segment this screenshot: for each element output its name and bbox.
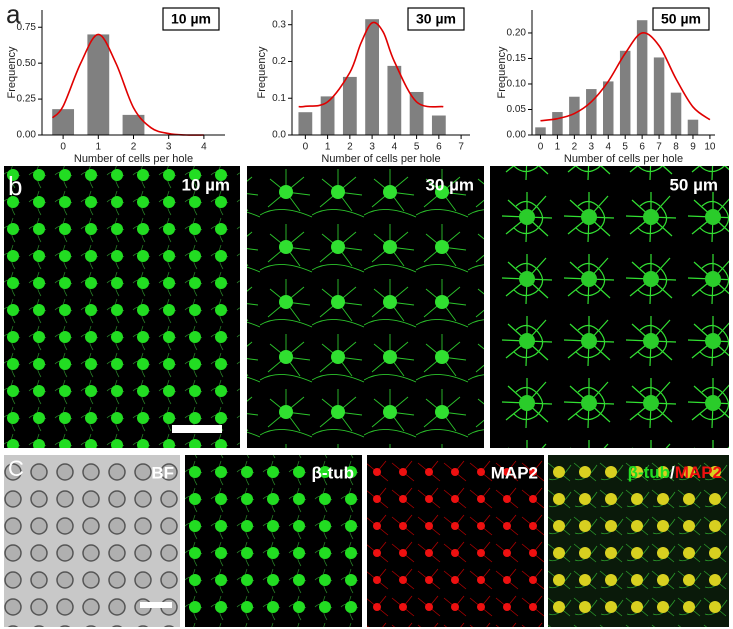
fit-curve bbox=[540, 32, 711, 122]
y-axis-label: Frequency bbox=[6, 46, 18, 98]
x-tick-label: 3 bbox=[166, 142, 172, 153]
y-tick-label: 0.00 bbox=[17, 130, 37, 141]
bar bbox=[409, 91, 424, 135]
x-tick-label: 7 bbox=[458, 142, 464, 153]
x-tick-label: 1 bbox=[96, 142, 102, 153]
x-tick-label: 2 bbox=[572, 142, 578, 153]
bar bbox=[619, 50, 631, 135]
bar bbox=[586, 89, 597, 135]
bar bbox=[602, 81, 614, 135]
x-tick-label: 5 bbox=[622, 142, 628, 153]
panel-label: C bbox=[8, 456, 24, 481]
x-axis-label: Number of cells per hole bbox=[74, 153, 193, 165]
x-axis-label: Number of cells per hole bbox=[321, 153, 440, 165]
x-tick-label: 6 bbox=[639, 142, 645, 153]
label-part: / bbox=[670, 463, 675, 482]
bar bbox=[387, 65, 402, 135]
bar bbox=[670, 92, 682, 135]
y-tick-label: 0.2 bbox=[272, 56, 286, 67]
annotation: 10 µm bbox=[171, 11, 211, 27]
bar bbox=[431, 115, 446, 135]
image-label: 30 µm bbox=[425, 175, 474, 194]
bar bbox=[552, 112, 563, 135]
x-tick-label: 0 bbox=[538, 142, 544, 153]
x-tick-label: 3 bbox=[369, 142, 375, 153]
micrograph bbox=[367, 455, 544, 627]
bar bbox=[653, 57, 665, 136]
bar bbox=[320, 96, 335, 135]
fit-curve bbox=[298, 21, 444, 108]
images-c: BF β-tub MAP2 β-tub/MAP2 bbox=[4, 455, 729, 627]
scale-bar bbox=[172, 425, 222, 433]
image-label: β-tub bbox=[312, 463, 354, 482]
bar bbox=[87, 34, 110, 135]
image-label: β-tub/MAP2 bbox=[628, 463, 722, 482]
micrograph bbox=[4, 455, 180, 627]
x-tick-label: 4 bbox=[605, 142, 611, 153]
x-tick-label: 1 bbox=[325, 142, 331, 153]
x-tick-label: 2 bbox=[131, 142, 137, 153]
y-tick-label: 0.15 bbox=[507, 53, 527, 64]
micrograph bbox=[4, 166, 240, 448]
x-tick-label: 0 bbox=[303, 142, 309, 153]
x-tick-label: 7 bbox=[656, 142, 662, 153]
micrograph bbox=[548, 455, 729, 627]
y-tick-label: 0.25 bbox=[17, 94, 37, 105]
x-tick-label: 10 bbox=[704, 142, 716, 153]
bar bbox=[636, 20, 648, 135]
y-tick-label: 0.75 bbox=[17, 22, 37, 33]
image-label: BF bbox=[151, 463, 174, 482]
x-tick-label: 0 bbox=[60, 142, 66, 153]
image-label: 50 µm bbox=[669, 175, 718, 194]
image-label: MAP2 bbox=[491, 463, 538, 482]
x-tick-label: 5 bbox=[414, 142, 420, 153]
x-axis-label: Number of cells per hole bbox=[564, 153, 683, 165]
y-tick-label: 0.05 bbox=[507, 104, 527, 115]
bar bbox=[122, 114, 145, 135]
x-tick-label: 9 bbox=[690, 142, 696, 153]
micrograph bbox=[247, 166, 484, 448]
bar bbox=[52, 109, 75, 135]
bar bbox=[342, 76, 357, 135]
annotation-box bbox=[407, 7, 465, 31]
x-tick-label: 3 bbox=[589, 142, 595, 153]
bar bbox=[365, 19, 379, 135]
label-part: β-tub bbox=[628, 463, 670, 482]
y-tick-label: 0.0 bbox=[272, 130, 286, 141]
bar bbox=[569, 96, 580, 135]
label-part: MAP2 bbox=[675, 463, 722, 482]
scale-bar bbox=[140, 602, 172, 608]
y-tick-label: 0.3 bbox=[272, 19, 286, 30]
y-tick-label: 0.00 bbox=[507, 130, 527, 141]
panel-label: a bbox=[6, 0, 21, 29]
y-tick-label: 0.50 bbox=[17, 58, 37, 69]
micrograph bbox=[185, 455, 362, 627]
image-label: 10 µm bbox=[181, 175, 230, 194]
bar bbox=[687, 119, 699, 135]
micrograph bbox=[490, 166, 729, 448]
annotation-box bbox=[652, 7, 710, 31]
bar bbox=[298, 112, 313, 135]
x-tick-label: 4 bbox=[201, 142, 207, 153]
x-tick-label: 4 bbox=[392, 142, 398, 153]
annotation-box bbox=[162, 7, 220, 31]
images-b: 10 µm 30 µm 50 µm bbox=[4, 166, 729, 448]
panel-label: b bbox=[8, 171, 22, 201]
bar bbox=[535, 127, 546, 135]
x-tick-label: 2 bbox=[347, 142, 353, 153]
x-tick-label: 1 bbox=[555, 142, 561, 153]
annotation: 50 µm bbox=[661, 11, 701, 27]
y-tick-label: 0.20 bbox=[507, 28, 527, 39]
y-axis-label: Frequency bbox=[496, 46, 508, 98]
y-tick-label: 0.1 bbox=[272, 93, 286, 104]
annotation: 30 µm bbox=[416, 11, 456, 27]
x-tick-label: 8 bbox=[673, 142, 679, 153]
y-axis-label: Frequency bbox=[256, 46, 268, 98]
x-tick-label: 6 bbox=[436, 142, 442, 153]
y-tick-label: 0.10 bbox=[507, 79, 527, 90]
